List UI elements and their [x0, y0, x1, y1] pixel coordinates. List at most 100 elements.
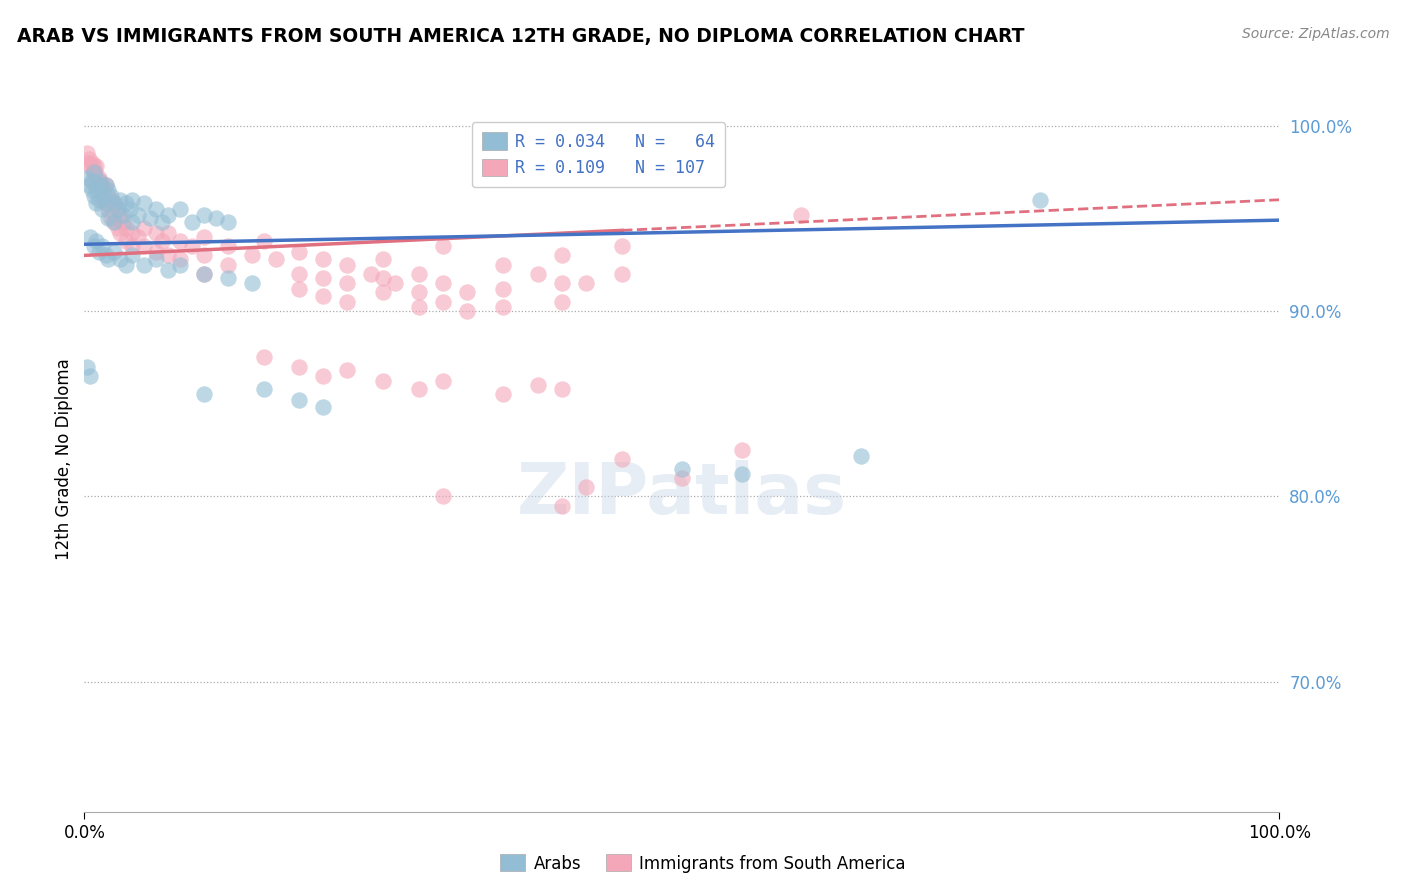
Point [551, 499, 574, 513]
Point [82, 165, 104, 179]
Point [91, 178, 114, 192]
Text: ZIPatlas: ZIPatlas [517, 460, 846, 529]
Point [76, 146, 98, 161]
Point [145, 244, 167, 259]
Point [83, 165, 105, 179]
Point [97, 189, 120, 203]
Point [575, 480, 598, 494]
Point [157, 263, 180, 277]
Point [83, 239, 105, 253]
Point [107, 202, 129, 216]
Point [93, 184, 115, 198]
Point [157, 208, 180, 222]
Point [100, 211, 122, 226]
Point [181, 239, 204, 253]
Point [110, 226, 132, 240]
Point [145, 252, 167, 266]
Point [80, 184, 103, 198]
Point [86, 234, 108, 248]
Point [77, 155, 100, 169]
Point [181, 215, 204, 229]
Point [77, 178, 100, 192]
Point [121, 248, 143, 262]
Point [107, 220, 129, 235]
Point [217, 215, 239, 229]
Point [127, 208, 149, 222]
Point [132, 258, 156, 272]
Point [132, 239, 156, 253]
Point [97, 184, 120, 198]
Point [193, 267, 215, 281]
Point [240, 276, 263, 290]
Point [132, 220, 156, 235]
Point [100, 193, 122, 207]
Point [91, 239, 114, 253]
Point [87, 170, 110, 185]
Point [121, 215, 143, 229]
Point [80, 174, 103, 188]
Point [169, 234, 191, 248]
Point [115, 220, 138, 235]
Point [551, 276, 574, 290]
Point [121, 226, 143, 240]
Point [97, 202, 120, 216]
Point [93, 189, 115, 203]
Point [731, 467, 754, 482]
Point [217, 270, 239, 285]
Point [373, 252, 395, 266]
Point [193, 230, 215, 244]
Point [111, 215, 134, 229]
Point [253, 234, 276, 248]
Point [731, 443, 754, 458]
Point [110, 208, 132, 222]
Point [408, 267, 430, 281]
Point [527, 267, 550, 281]
Point [76, 170, 98, 185]
Point [527, 378, 550, 392]
Point [83, 160, 105, 174]
Point [97, 211, 120, 226]
Point [145, 226, 167, 240]
Point [94, 248, 117, 262]
Point [169, 258, 191, 272]
Point [217, 258, 239, 272]
Point [83, 189, 105, 203]
Point [240, 248, 263, 262]
Point [87, 244, 110, 259]
Point [76, 359, 98, 374]
Text: Source: ZipAtlas.com: Source: ZipAtlas.com [1241, 27, 1389, 41]
Point [408, 285, 430, 300]
Point [373, 375, 395, 389]
Point [80, 155, 103, 169]
Point [551, 382, 574, 396]
Point [360, 267, 382, 281]
Point [79, 368, 101, 383]
Point [90, 178, 112, 192]
Y-axis label: 12th Grade, No Diploma: 12th Grade, No Diploma [55, 359, 73, 560]
Point [312, 401, 335, 415]
Point [103, 244, 125, 259]
Point [312, 368, 335, 383]
Point [612, 267, 634, 281]
Point [139, 211, 162, 226]
Point [87, 184, 110, 198]
Point [612, 239, 634, 253]
Point [103, 215, 125, 229]
Point [336, 258, 359, 272]
Point [336, 363, 359, 377]
Point [288, 359, 311, 374]
Point [169, 202, 191, 216]
Point [384, 276, 406, 290]
Point [84, 165, 107, 179]
Point [77, 152, 100, 166]
Point [193, 208, 215, 222]
Point [612, 452, 634, 467]
Point [288, 267, 311, 281]
Point [492, 301, 515, 315]
Point [79, 230, 101, 244]
Point [94, 178, 117, 192]
Point [103, 196, 125, 211]
Point [87, 193, 110, 207]
Point [94, 178, 117, 192]
Point [408, 382, 430, 396]
